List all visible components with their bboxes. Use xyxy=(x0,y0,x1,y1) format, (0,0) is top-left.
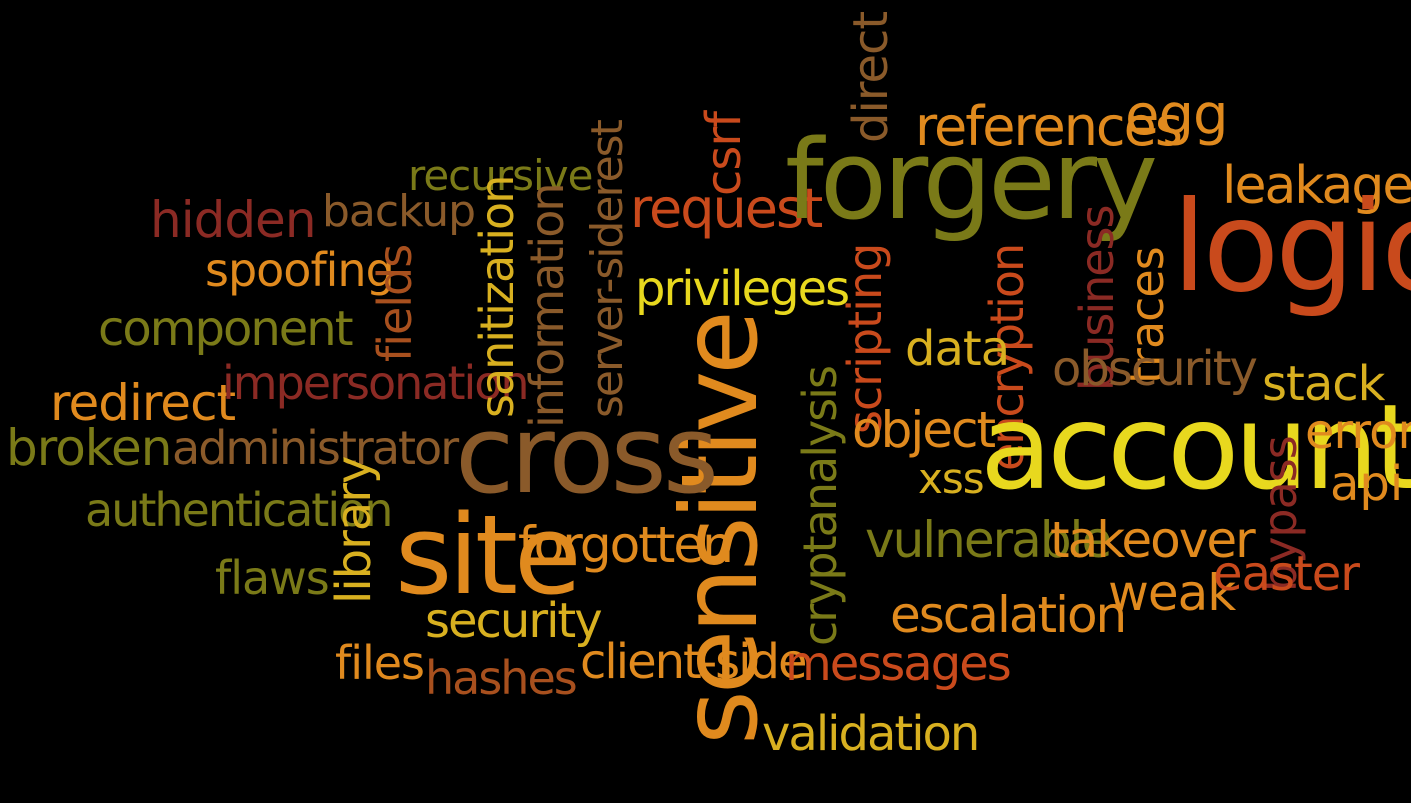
word-forgotten: forgotten xyxy=(518,516,734,574)
word-sanitization: sanitization xyxy=(470,176,524,418)
word-hidden: hidden xyxy=(150,191,317,249)
word-redirect: redirect xyxy=(50,374,236,432)
word-files: files xyxy=(335,636,425,690)
word-hashes: hashes xyxy=(425,651,578,705)
word-broken: broken xyxy=(6,419,172,477)
word-cryptanalysis: cryptanalysis xyxy=(793,367,847,646)
word-request: request xyxy=(630,177,823,240)
word-fields: fields xyxy=(368,244,422,362)
word-stack: stack xyxy=(1262,356,1385,412)
word-csrf: csrf xyxy=(696,111,752,196)
word-references: references xyxy=(915,95,1183,158)
word-serverside: server-siderest xyxy=(582,121,633,418)
word-library: library xyxy=(326,456,382,604)
word-account: account xyxy=(980,378,1411,516)
word-component: component xyxy=(98,301,354,357)
word-site: site xyxy=(395,491,582,619)
word-data: data xyxy=(905,321,1010,377)
word-clientside: client-side xyxy=(580,634,807,690)
word-recursive: recursive xyxy=(408,151,593,200)
word-flaws: flaws xyxy=(215,551,330,605)
word-weak: weak xyxy=(1108,564,1236,622)
word-messages: messages xyxy=(785,636,1012,692)
word-validation: validation xyxy=(762,706,980,762)
word-easter: easter xyxy=(1213,546,1360,602)
word-impersonation: impersonation xyxy=(222,356,530,410)
word-leakage: leakage xyxy=(1222,156,1411,216)
word-vulnerable: vulnerable xyxy=(865,511,1112,569)
word-egg: egg xyxy=(1125,83,1229,148)
word-direct: direct xyxy=(843,11,899,143)
word-administrator: administrator xyxy=(172,421,459,475)
word-obscurity: obscurity xyxy=(1052,341,1258,397)
word-authentication: authentication xyxy=(85,483,393,537)
word-security: security xyxy=(425,593,603,649)
word-logic: logic xyxy=(1172,175,1411,320)
word-error: error xyxy=(1305,404,1411,460)
word-object: object xyxy=(852,401,996,459)
word-cross: cross xyxy=(455,393,719,518)
word-forgery: forgery xyxy=(785,116,1158,244)
word-spoofing: spoofing xyxy=(205,243,395,297)
word-xss: xss xyxy=(918,454,985,503)
word-backup: backup xyxy=(322,186,476,237)
word-takeover: takeover xyxy=(1050,511,1256,569)
word-privileges: privileges xyxy=(635,261,850,317)
word-escalation: escalation xyxy=(890,586,1127,644)
word-information: information xyxy=(520,184,574,429)
word-api: api xyxy=(1330,456,1404,512)
